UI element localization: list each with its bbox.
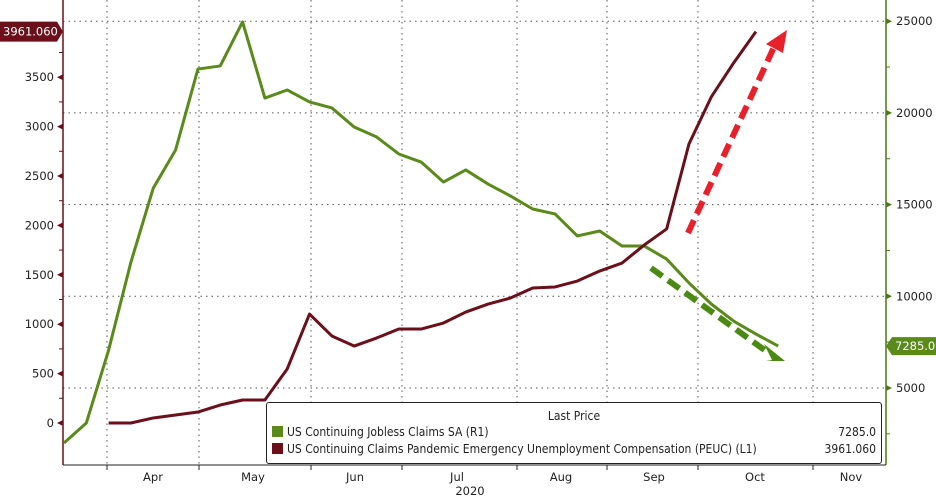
legend-item-jobless-claims: US Continuing Jobless Claims SA (R1) 728… [267,423,881,440]
legend-item-peuc: US Continuing Claims Pandemic Emergency … [267,440,881,457]
legend-series-name: US Continuing Jobless Claims SA (R1) [287,424,489,439]
left-axis-tick-label: 0 [47,416,54,430]
last-value-tag-jobless-text: 7285.0 [895,339,935,353]
right-axis-tick [886,109,892,116]
red-up-arrow-shaft [685,43,778,235]
left-axis-tick [57,420,63,426]
green-down-arrow-head [764,344,785,361]
x-axis-tick-label: Oct [745,470,765,484]
left-axis-tick-label: 1500 [25,268,54,282]
left-axis-tick-label: 1000 [25,317,54,331]
x-axis-tick-label: Nov [840,470,863,484]
green-down-arrow-shaft [649,265,772,357]
left-axis-tick [57,370,63,377]
left-axis-tick [57,271,63,278]
right-axis-tick [886,201,892,208]
left-axis-tick-label: 2500 [25,169,54,183]
left-axis-tick [57,123,63,130]
last-value-tag-peuc-text: 3961.060 [3,25,58,39]
x-axis-tick-label: Aug [550,470,572,484]
right-axis-tick-label: 25000 [896,14,933,28]
x-axis-tick-label: Jun [345,470,364,484]
x-axis-tick-label: Sep [643,470,665,484]
left-axis-tick [57,222,63,229]
right-axis-tick-label: 10000 [896,289,933,303]
series-line-peuc [108,30,758,425]
x-axis-tick-label: Apr [143,470,163,484]
legend-series-value: 3961.060 [824,441,877,456]
last-value-tag-jobless [886,337,936,356]
right-axis-tick [886,18,892,25]
left-axis-tick [57,74,63,81]
left-axis-tick-label: 2000 [25,218,54,232]
left-axis-tick [57,321,63,328]
legend-series-name: US Continuing Claims Pandemic Emergency … [287,441,757,456]
red-up-arrow-head [766,30,787,53]
right-axis-tick-label: 15000 [896,198,933,212]
legend-swatch-green [272,426,283,437]
x-axis-label: 2020 [455,484,484,498]
left-axis-tick-label: 3500 [25,70,54,84]
right-axis-tick [886,385,892,391]
legend: Last Price US Continuing Jobless Claims … [266,402,882,464]
left-axis-tick [57,173,63,179]
legend-swatch-maroon [272,443,283,454]
left-axis-tick-label: 500 [32,367,54,381]
left-axis-tick-label: 3000 [25,120,54,134]
right-axis-tick [886,293,892,300]
series-line-jobless-claims [62,20,779,445]
x-axis-tick-label: May [241,470,265,484]
legend-series-value: 7285.0 [838,424,876,439]
last-value-tag-peuc [0,21,63,42]
legend-title: Last Price [547,409,601,423]
x-axis-tick-label: Jul [449,470,464,484]
right-axis-tick-label: 20000 [896,106,933,120]
right-axis-tick-label: 5000 [896,381,925,395]
